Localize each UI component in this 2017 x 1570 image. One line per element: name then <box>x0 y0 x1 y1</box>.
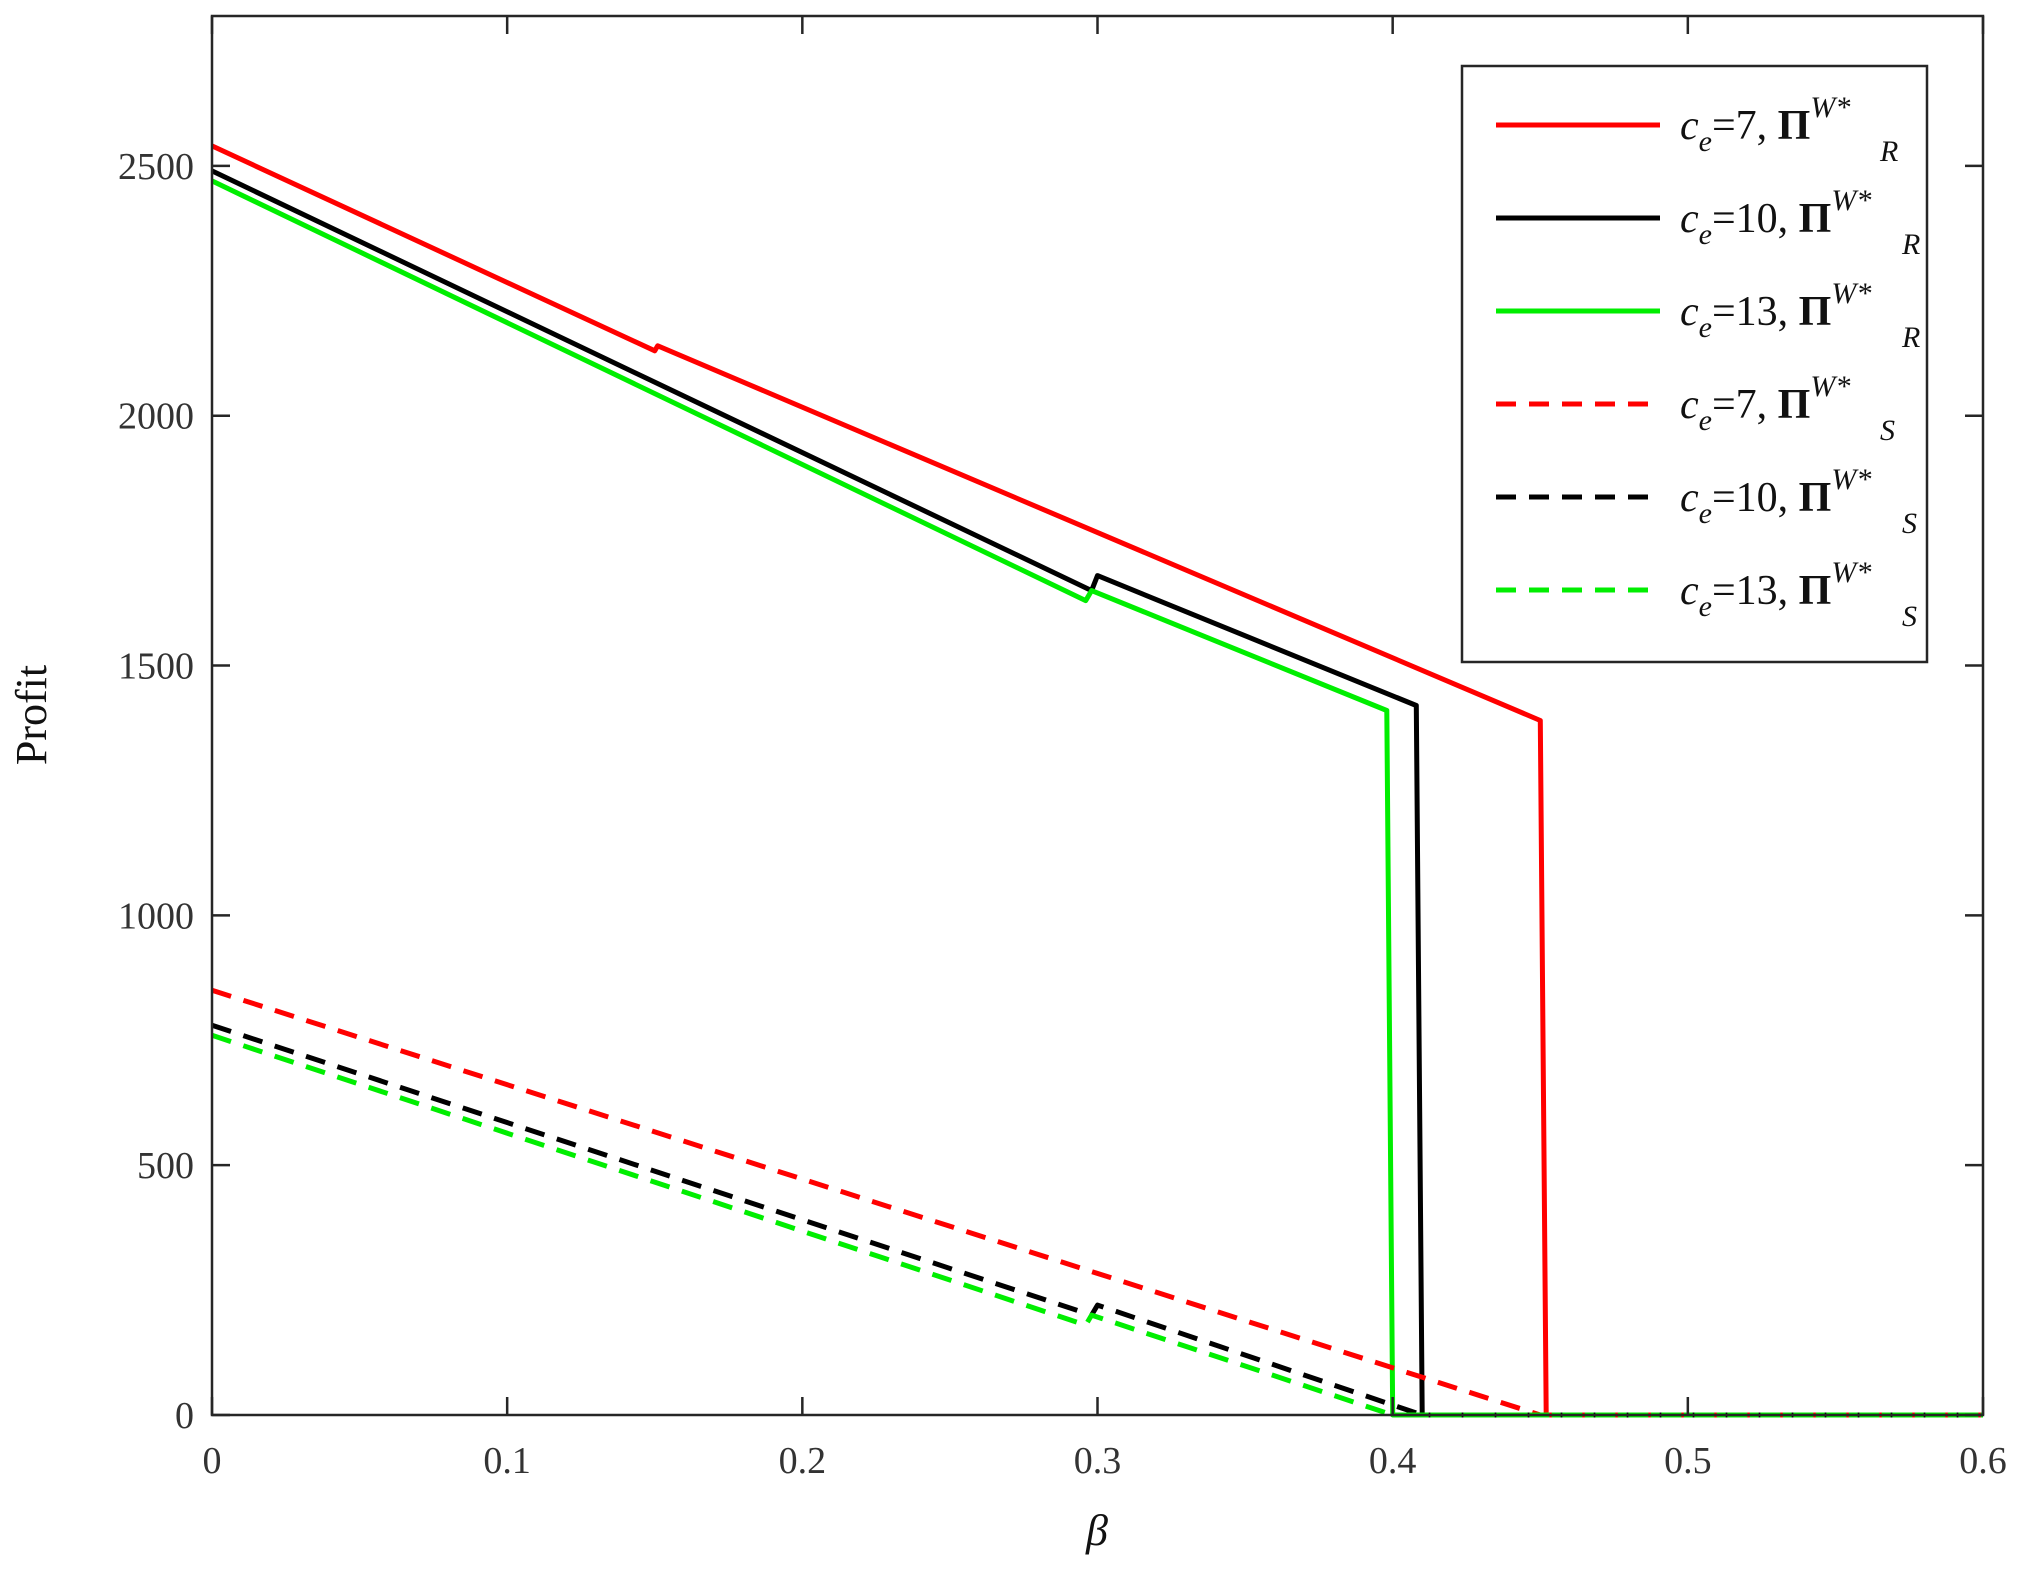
legend-part-sub: e <box>1699 497 1712 530</box>
legend-part-eq: =13, <box>1712 568 1799 614</box>
x-tick-label: 0.1 <box>483 1440 531 1482</box>
tick-layer: 0 0.1 0.2 0.3 0.4 0.5 0.6 0 500 1000 1500 2000 2500 <box>118 16 2007 1482</box>
legend-part-ce: c <box>1680 568 1699 614</box>
x-tick-label: 0.4 <box>1369 1440 1417 1482</box>
legend-part-role: S <box>1902 600 1917 633</box>
x-tick-label: 0.3 <box>1074 1440 1122 1482</box>
legend-part-role: S <box>1880 414 1895 447</box>
series-line-6 <box>211 1032 1983 1418</box>
y-tick-label: 500 <box>137 1145 194 1187</box>
legend-part-role: R <box>1879 135 1898 168</box>
plot-frame <box>210 14 1985 1417</box>
legend-part-ce: c <box>1680 103 1699 149</box>
legend-part-sup: W* <box>1831 463 1871 496</box>
legend-part-ce: c <box>1680 382 1699 428</box>
y-tick-label: 1000 <box>118 895 194 937</box>
legend-part-pi: Π <box>1799 196 1832 242</box>
x-tick-label: 0 <box>203 1440 222 1482</box>
x-axis-label: β <box>1085 1506 1108 1555</box>
legend-label: ce=10, ΠW* R <box>1680 184 1920 261</box>
legend-part-sub: e <box>1699 311 1712 344</box>
legend-part-role: R <box>1901 321 1920 354</box>
y-tick-label: 2500 <box>118 146 194 188</box>
x-tick-label: 0.6 <box>1959 1440 2007 1482</box>
legend-part-sub: e <box>1699 590 1712 623</box>
x-tick-label: 0.5 <box>1664 1440 1712 1482</box>
legend-part-pi: Π <box>1799 475 1832 521</box>
legend-part-sup: W* <box>1831 277 1871 310</box>
legend-part-ce: c <box>1680 196 1699 242</box>
x-tick-label: 0.2 <box>779 1440 827 1482</box>
legend-part-sup: W* <box>1810 91 1850 124</box>
legend-part-pi: Π <box>1778 382 1811 428</box>
legend-part-pi: Π <box>1778 103 1811 149</box>
legend-part-pi: Π <box>1799 568 1832 614</box>
legend-label: ce=13, ΠW* S <box>1680 556 1917 633</box>
legend-label: ce=7, ΠW* R <box>1680 91 1898 168</box>
legend-part-sub: e <box>1699 125 1712 158</box>
legend-part-eq: =10, <box>1712 475 1799 521</box>
y-tick-label: 1500 <box>118 646 194 688</box>
legend-part-sup: W* <box>1810 370 1850 403</box>
legend-part-ce: c <box>1680 475 1699 521</box>
legend-label: ce=13, ΠW* R <box>1680 277 1920 354</box>
legend-part-ce: c <box>1680 289 1699 335</box>
legend-part-eq: =7, <box>1712 103 1778 149</box>
legend-part-pi: Π <box>1799 289 1832 335</box>
legend-box <box>1460 64 1929 664</box>
legend-part-role: S <box>1902 507 1917 540</box>
legend-part-sub: e <box>1699 218 1712 251</box>
y-axis-label: Profit <box>7 665 56 765</box>
legend-label: ce=7, ΠW* S <box>1680 370 1895 447</box>
legend-part-eq: =7, <box>1712 382 1778 428</box>
legend-part-eq: =10, <box>1712 196 1799 242</box>
legend-part-role: R <box>1901 228 1920 261</box>
legend-label: ce=10, ΠW* S <box>1680 463 1917 540</box>
legend: ce=7, ΠW*Rce=10, ΠW*Rce=13, ΠW*Rce=7, ΠW… <box>1460 64 1929 664</box>
legend-part-sup: W* <box>1831 556 1871 589</box>
y-tick-label: 0 <box>175 1395 194 1437</box>
legend-part-sup: W* <box>1831 184 1871 217</box>
legend-part-eq: =13, <box>1712 289 1799 335</box>
legend-part-sub: e <box>1699 404 1712 437</box>
y-tick-label: 2000 <box>118 396 194 438</box>
